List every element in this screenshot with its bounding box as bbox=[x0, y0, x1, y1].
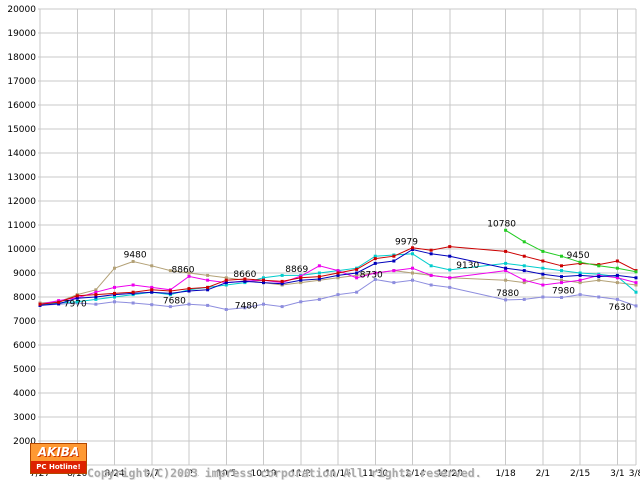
svg-text:17000: 17000 bbox=[7, 77, 36, 87]
svg-text:13000: 13000 bbox=[7, 173, 36, 183]
svg-text:3000: 3000 bbox=[13, 413, 36, 423]
svg-text:14000: 14000 bbox=[7, 149, 36, 159]
copyright-block: Copyright(C)2003 impress corporation All… bbox=[87, 441, 482, 480]
svg-text:19000: 19000 bbox=[7, 29, 36, 39]
svg-text:7970: 7970 bbox=[64, 300, 87, 310]
svg-text:7680: 7680 bbox=[163, 297, 186, 307]
svg-text:9450: 9450 bbox=[567, 251, 590, 261]
svg-text:9130: 9130 bbox=[456, 261, 479, 271]
logo-akiba-text: AKIBA bbox=[31, 444, 86, 461]
svg-text:3/8: 3/8 bbox=[629, 469, 640, 479]
svg-text:10000: 10000 bbox=[7, 245, 36, 255]
akiba-pc-hotline-logo: AKIBA PC Hotline! bbox=[30, 443, 87, 474]
svg-text:1/18: 1/18 bbox=[496, 469, 516, 479]
svg-text:8/24: 8/24 bbox=[104, 469, 124, 479]
svg-text:8860: 8860 bbox=[172, 265, 195, 275]
svg-text:2/1: 2/1 bbox=[536, 469, 550, 479]
svg-text:12000: 12000 bbox=[7, 197, 36, 207]
svg-text:4000: 4000 bbox=[13, 389, 36, 399]
logo-pc-hotline-text: PC Hotline! bbox=[31, 461, 86, 473]
svg-text:11/30: 11/30 bbox=[362, 469, 388, 479]
svg-text:5000: 5000 bbox=[13, 365, 36, 375]
svg-text:7/27: 7/27 bbox=[30, 469, 50, 479]
svg-text:10780: 10780 bbox=[487, 219, 516, 229]
svg-text:15000: 15000 bbox=[7, 125, 36, 135]
svg-text:3/1: 3/1 bbox=[610, 469, 624, 479]
svg-text:10/5: 10/5 bbox=[216, 469, 236, 479]
svg-text:8869: 8869 bbox=[285, 265, 308, 275]
svg-text:7000: 7000 bbox=[13, 317, 36, 327]
svg-text:18000: 18000 bbox=[7, 53, 36, 63]
svg-text:11/16: 11/16 bbox=[325, 469, 351, 479]
svg-text:8000: 8000 bbox=[13, 293, 36, 303]
svg-text:10/19: 10/19 bbox=[251, 469, 277, 479]
svg-text:8660: 8660 bbox=[233, 270, 256, 280]
svg-text:8730: 8730 bbox=[360, 270, 383, 280]
svg-text:12/28: 12/28 bbox=[437, 469, 463, 479]
copyright-text: Copyright(C)2003 impress corporation All… bbox=[87, 466, 482, 480]
svg-text:9979: 9979 bbox=[395, 238, 418, 248]
svg-text:12/14: 12/14 bbox=[400, 469, 426, 479]
svg-text:8/10: 8/10 bbox=[67, 469, 87, 479]
svg-text:2000: 2000 bbox=[13, 437, 36, 447]
svg-text:9/7: 9/7 bbox=[145, 469, 159, 479]
svg-text:20000: 20000 bbox=[7, 5, 36, 15]
svg-text:7880: 7880 bbox=[496, 289, 519, 299]
svg-text:9000: 9000 bbox=[13, 269, 36, 279]
svg-text:9/21: 9/21 bbox=[179, 469, 199, 479]
svg-text:7480: 7480 bbox=[235, 301, 258, 311]
svg-text:11000: 11000 bbox=[7, 221, 36, 231]
svg-text:6000: 6000 bbox=[13, 341, 36, 351]
svg-text:7630: 7630 bbox=[609, 303, 632, 313]
svg-text:9480: 9480 bbox=[124, 250, 147, 260]
svg-text:11/2: 11/2 bbox=[291, 469, 311, 479]
svg-text:7980: 7980 bbox=[552, 286, 575, 296]
svg-text:16000: 16000 bbox=[7, 101, 36, 111]
svg-text:2/15: 2/15 bbox=[570, 469, 590, 479]
